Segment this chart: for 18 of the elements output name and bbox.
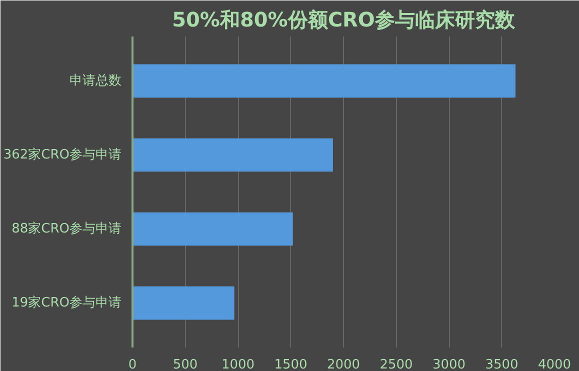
x-tick-label: 1500	[274, 358, 308, 371]
x-tick-label: 4000	[538, 358, 572, 371]
y-tick-label: 申请总数	[70, 73, 122, 88]
bar	[132, 286, 234, 320]
bar	[132, 212, 293, 246]
bar	[132, 64, 516, 98]
x-tick-label: 0	[128, 358, 137, 371]
x-tick-label: 2000	[326, 358, 360, 371]
chart-title: 50%和80%份额CRO参与临床研究数	[172, 8, 516, 32]
y-tick-label: 362家CRO参与申请	[3, 146, 122, 162]
x-tick-label: 3000	[432, 358, 466, 371]
x-tick-label: 500	[172, 358, 198, 371]
y-tick-label: 19家CRO参与申请	[12, 294, 122, 311]
y-tick-label: 88家CRO参与申请	[12, 220, 122, 237]
x-tick-label: 1000	[221, 358, 255, 371]
bar	[132, 138, 333, 172]
x-tick-label: 2500	[380, 358, 413, 371]
x-tick-label: 3500	[485, 358, 518, 371]
